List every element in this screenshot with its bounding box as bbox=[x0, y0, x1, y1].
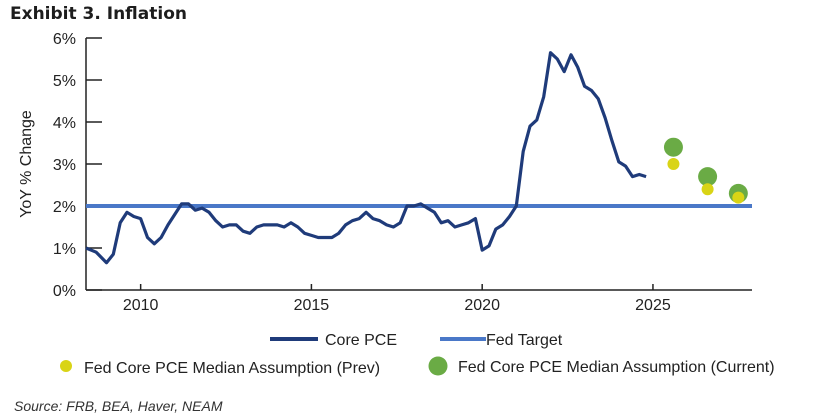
chart-legend: Core PCE Fed Target Fed Core PCE Median As… bbox=[60, 332, 775, 377]
inflation-chart: 0% 1% 2% 3% 4% 5% 6% 2010 2015 2020 2025 YoY % Chan… bbox=[18, 31, 775, 377]
legend-label-median-current: Fed Core PCE Median Assumption (Current) bbox=[458, 359, 775, 376]
legend-label-median-prev: Fed Core PCE Median Assumption (Prev) bbox=[84, 360, 380, 377]
y-tick-label: 5% bbox=[53, 73, 76, 90]
chart-series bbox=[85, 51, 752, 265]
x-tick-label: 2015 bbox=[294, 297, 330, 314]
legend-label-fed-target: Fed Target bbox=[486, 332, 563, 349]
y-tick-label: 6% bbox=[53, 31, 76, 48]
legend-label-core-pce: Core PCE bbox=[325, 332, 397, 349]
y-tick-label: 0% bbox=[53, 283, 76, 300]
median-prev-point bbox=[701, 183, 714, 196]
median-prev-point bbox=[732, 191, 745, 204]
y-tick-label: 3% bbox=[53, 157, 76, 174]
source-note: Source: FRB, BEA, Haver, NEAM bbox=[14, 398, 223, 414]
chart-axes: 0% 1% 2% 3% 4% 5% 6% 2010 2015 2020 2025 YoY % Chan… bbox=[18, 31, 752, 314]
x-tick-label: 2025 bbox=[635, 297, 671, 314]
median-current-point bbox=[698, 167, 718, 187]
y-tick-label: 4% bbox=[53, 115, 76, 132]
legend-swatch-median-current bbox=[428, 356, 448, 376]
median-current-point bbox=[663, 137, 683, 157]
core-pce-line bbox=[85, 51, 647, 265]
y-axis-label: YoY % Change bbox=[18, 110, 35, 218]
chart-title: Exhibit 3. Inflation bbox=[10, 4, 187, 24]
x-tick-label: 2020 bbox=[464, 297, 500, 314]
median-prev-point bbox=[667, 158, 680, 170]
y-tick-label: 1% bbox=[53, 241, 76, 258]
legend-swatch-median-prev bbox=[60, 360, 72, 372]
x-tick-label: 2010 bbox=[123, 297, 159, 314]
y-tick-label: 2% bbox=[53, 199, 76, 216]
